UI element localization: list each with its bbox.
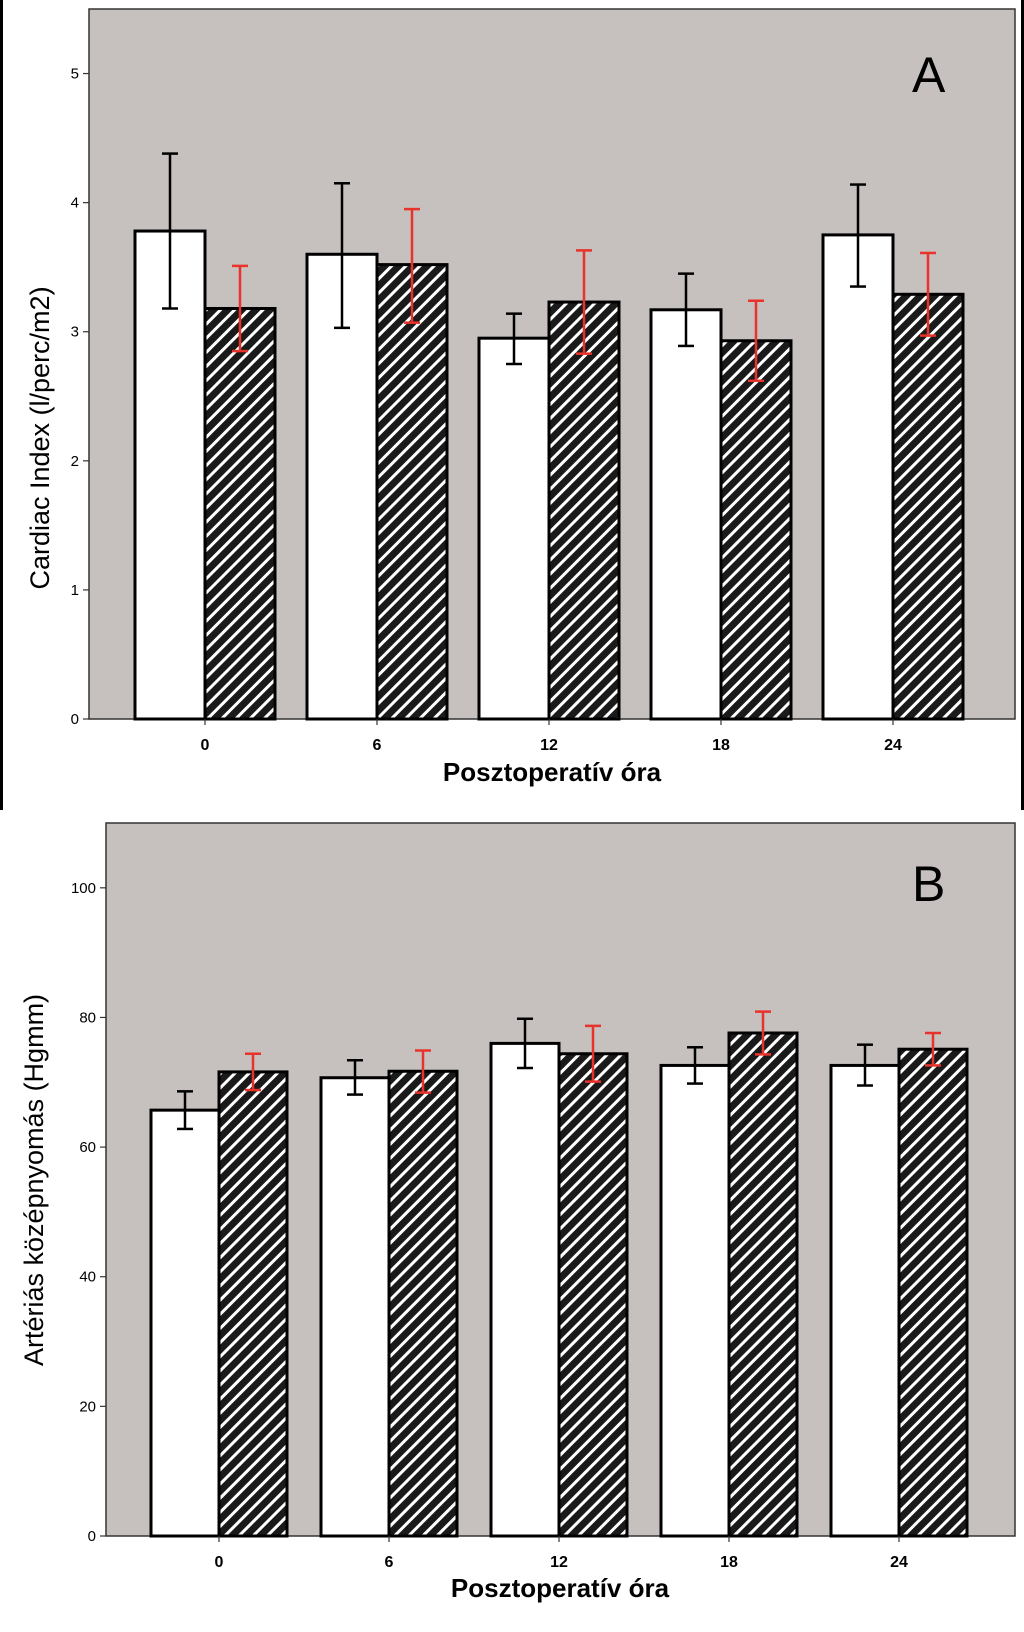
bar-b-white-24 (829, 1063, 901, 1538)
x-tick-label-b-0: 0 (215, 1554, 224, 1571)
y-tick-label-b-1: 20 (79, 1398, 96, 1415)
y-tick-label-b-3: 60 (79, 1139, 96, 1156)
bar-a-hatched-18 (719, 339, 793, 721)
panel-b-x-axis-label: Posztoperatív óra (451, 1573, 670, 1603)
y-tick-label-a-3: 3 (71, 324, 79, 341)
bar-a-white-6 (305, 252, 379, 721)
x-tick-label-a-6: 6 (373, 737, 382, 754)
bar-b-hatched-12 (557, 1052, 629, 1538)
bar-a-hatched-6 (375, 263, 449, 721)
bar-a-white-12 (477, 336, 551, 721)
bar-a-hatched-12 (547, 300, 621, 721)
bar-b-hatched-18 (727, 1031, 799, 1538)
panel-a-letter: A (912, 47, 946, 103)
bar-a-white-24 (821, 233, 895, 721)
x-tick-label-b-24: 24 (890, 1554, 908, 1571)
y-tick-label-a-2: 2 (71, 453, 79, 470)
x-tick-label-b-6: 6 (385, 1554, 394, 1571)
y-tick-label-b-2: 40 (79, 1269, 96, 1286)
bar-b-hatched-0 (217, 1070, 289, 1538)
bar-b-white-0 (149, 1108, 221, 1538)
panel-b-marks: 0 20 40 60 80 100 0 6 12 18 24 (71, 880, 969, 1571)
y-tick-label-a-0: 0 (71, 711, 79, 728)
bar-b-white-6 (319, 1076, 391, 1538)
bar-b-hatched-6 (387, 1069, 459, 1538)
bar-a-hatched-0 (203, 306, 277, 721)
panel-a-y-axis-label: Cardiac Index (l/perc/m2) (25, 286, 55, 589)
y-tick-label-b-4: 80 (79, 1009, 96, 1026)
panel-a-x-axis-label: Posztoperatív óra (443, 757, 662, 787)
x-tick-label-a-0: 0 (201, 737, 210, 754)
x-tick-label-b-12: 12 (550, 1554, 568, 1571)
bar-b-white-18 (659, 1063, 731, 1538)
bar-b-white-12 (489, 1041, 561, 1538)
panel-b-letter: B (912, 856, 945, 912)
y-tick-label-a-5: 5 (71, 66, 79, 83)
y-tick-label-b-5: 100 (71, 880, 96, 897)
x-tick-label-a-12: 12 (540, 737, 558, 754)
y-tick-label-b-0: 0 (88, 1528, 96, 1545)
bar-a-hatched-24 (891, 292, 965, 721)
y-tick-label-a-1: 1 (71, 582, 79, 599)
panel-b-y-axis-label: Artériás középnyomás (Hgmm) (19, 994, 49, 1366)
x-tick-label-a-18: 18 (712, 737, 730, 754)
panel-b: 0 20 40 60 80 100 0 6 12 18 24 B Artériás középnyo… (19, 822, 1016, 1603)
y-tick-label-a-4: 4 (71, 195, 79, 212)
x-tick-label-a-24: 24 (884, 737, 902, 754)
x-tick-label-b-18: 18 (720, 1554, 738, 1571)
bar-a-white-18 (649, 308, 723, 721)
bar-b-hatched-24 (897, 1047, 969, 1538)
